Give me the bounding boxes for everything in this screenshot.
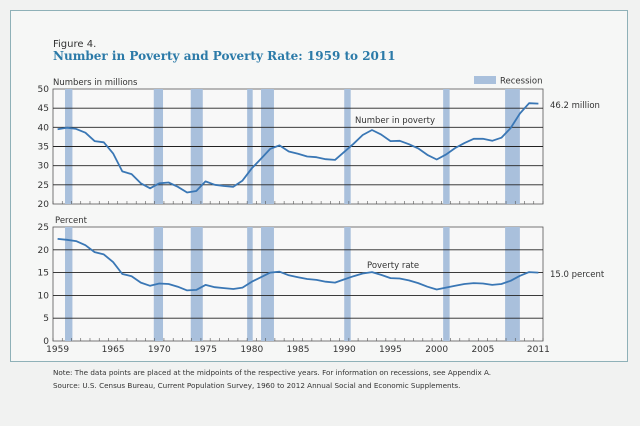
recession-bar (65, 227, 73, 341)
recession-bar (443, 227, 450, 341)
recession-bar (247, 227, 253, 341)
x-tick-label: 1995 (379, 345, 402, 355)
bottom-ylabel: Percent (55, 216, 88, 226)
series-line (57, 102, 539, 194)
x-tick-label: 1975 (194, 345, 217, 355)
y-tick-label: 20 (38, 246, 50, 256)
x-tick-label: 1980 (240, 345, 263, 355)
recession-bar (190, 227, 203, 341)
figure-title: Number in Poverty and Poverty Rate: 1959… (53, 49, 396, 63)
y-tick-label: 25 (38, 181, 49, 191)
recession-bar (505, 227, 520, 341)
bottom-end-label: 15.0 percent (550, 270, 605, 280)
bottom-series-label: Poverty rate (367, 261, 419, 271)
y-tick-label: 15 (38, 269, 49, 279)
top-ylabel: Numbers in millions (53, 78, 138, 88)
y-tick-label: 30 (38, 162, 50, 172)
y-tick-label: 50 (38, 85, 50, 95)
legend-recession-label: Recession (500, 77, 542, 87)
legend-recession-swatch (474, 76, 496, 84)
y-tick-label: 35 (38, 143, 49, 153)
series-line (57, 238, 539, 292)
y-tick-label: 45 (38, 104, 49, 114)
y-tick-label: 40 (38, 123, 50, 133)
y-tick-label: 25 (38, 223, 49, 233)
y-tick-label: 10 (38, 291, 50, 301)
figure-note: Note: The data points are placed at the … (53, 366, 491, 392)
figure-label: Figure 4. (53, 39, 97, 50)
x-tick-label: 2005 (471, 345, 494, 355)
top-end-label: 46.2 million (550, 101, 600, 111)
x-tick-label: 2000 (425, 345, 448, 355)
source-text: Source: U.S. Census Bureau, Current Popu… (53, 381, 461, 390)
x-tick-label: 1959 (46, 345, 69, 355)
x-axis: 1959 1965 1970 1975 1980 1985 1990 1995 2000 2005… (46, 345, 550, 355)
top-series-label: Number in poverty (355, 116, 435, 126)
x-tick-label: 1985 (287, 345, 310, 355)
y-tick-label: 5 (43, 314, 49, 324)
poverty-rate-panel: 0 5 10 15 20 25 (38, 223, 544, 347)
recession-bar (344, 227, 351, 341)
x-tick-label: 1965 (102, 345, 125, 355)
number-in-poverty-panel: 20 25 30 35 40 45 50 (38, 85, 544, 210)
x-tick-label: 1990 (333, 345, 356, 355)
recession-bar (261, 227, 274, 341)
x-tick-label: 2011 (527, 345, 550, 355)
y-tick-label: 20 (38, 200, 50, 210)
x-tick-label: 1970 (148, 345, 171, 355)
y-tick-label: 0 (43, 337, 49, 347)
note-text: Note: The data points are placed at the … (53, 368, 492, 377)
